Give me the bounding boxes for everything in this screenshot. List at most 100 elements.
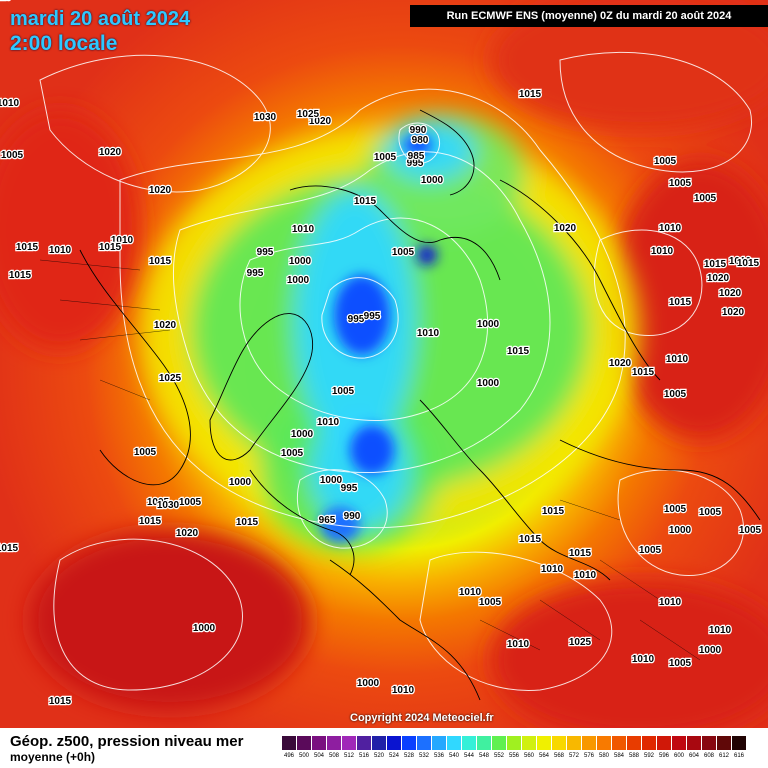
legend-swatch — [297, 736, 311, 750]
pressure-label: 1015 — [704, 259, 727, 270]
pressure-label: 1015 — [139, 516, 162, 527]
pressure-label: 1025 — [159, 373, 182, 384]
pressure-label: 995 — [364, 311, 381, 322]
low-core-5 — [417, 245, 437, 265]
footer: Géop. z500, pression niveau mer moyenne … — [0, 728, 768, 768]
pressure-label: 1020 — [609, 358, 632, 369]
legend-label: 568 — [553, 753, 564, 759]
legend-swatch — [732, 736, 746, 750]
low-core-1 — [334, 275, 390, 355]
isobar — [559, 51, 752, 173]
legend-label: 532 — [418, 753, 429, 759]
legend-label: 524 — [388, 753, 399, 759]
isobar — [617, 469, 745, 577]
pressure-label: 985 — [408, 151, 425, 162]
pressure-label: 980 — [412, 135, 429, 146]
legend-label: 608 — [703, 753, 714, 759]
pressure-label: 1010 — [392, 685, 415, 696]
pressure-label: 1000 — [320, 475, 343, 486]
legend-label: 556 — [508, 753, 519, 759]
legend-label: 592 — [643, 753, 654, 759]
pressure-label: 1020 — [154, 320, 177, 331]
pressure-label: 1010 — [0, 98, 20, 109]
isobar — [172, 151, 551, 473]
legend-label: 576 — [583, 753, 594, 759]
pressure-label: 1015 — [9, 270, 32, 281]
pressure-label: 995 — [341, 483, 358, 494]
pressure-label: 1015 — [519, 89, 542, 100]
legend-swatch — [612, 736, 626, 750]
pressure-label: 1010 — [541, 564, 564, 575]
pressure-label: 1020 — [176, 528, 199, 539]
footer-title: Géop. z500, pression niveau mer — [10, 733, 244, 750]
legend-label: 536 — [433, 753, 444, 759]
isobar — [119, 88, 626, 529]
legend-label: 588 — [628, 753, 639, 759]
legend-swatch — [642, 736, 656, 750]
legend-swatch — [702, 736, 716, 750]
pressure-label: 1000 — [421, 175, 444, 186]
legend-label: 580 — [598, 753, 609, 759]
legend-label: 552 — [493, 753, 504, 759]
pressure-label: 1005 — [694, 193, 717, 204]
pressure-label: 1010 — [659, 223, 682, 234]
isobar — [53, 538, 243, 691]
pressure-label: 1000 — [289, 256, 312, 267]
pressure-label: 1000 — [669, 525, 692, 536]
legend-swatch — [447, 736, 461, 750]
low-core-2 — [350, 425, 394, 475]
pressure-label: 1010 — [417, 328, 440, 339]
coastline — [209, 313, 314, 461]
legend-swatch — [387, 736, 401, 750]
legend-swatch — [582, 736, 596, 750]
pressure-label: 1005 — [699, 507, 722, 518]
legend-swatch — [672, 736, 686, 750]
legend-label: 596 — [658, 753, 669, 759]
low-core-3 — [320, 507, 360, 543]
pressure-label: 1005 — [664, 504, 687, 515]
legend-swatch — [567, 736, 581, 750]
isobar — [39, 54, 271, 193]
pressure-label: 1005 — [1, 150, 24, 161]
legend-label: 612 — [718, 753, 729, 759]
legend-swatch — [657, 736, 671, 750]
pressure-label: 1015 — [99, 242, 122, 253]
pressure-label: 1005 — [669, 178, 692, 189]
legend-swatch — [282, 736, 296, 750]
coastline — [559, 439, 761, 521]
coastline — [289, 185, 501, 281]
legend-swatch — [492, 736, 506, 750]
pressure-label: 1005 — [392, 247, 415, 258]
pressure-label: 1010 — [317, 417, 340, 428]
pressure-label: 1010 — [651, 246, 674, 257]
pressure-label: 1020 — [149, 185, 172, 196]
pressure-label: 1010 — [0, 0, 12, 3]
legend-swatch — [327, 736, 341, 750]
pressure-label: 1010 — [709, 625, 732, 636]
legend-swatch — [357, 736, 371, 750]
pressure-label: 1010 — [574, 570, 597, 581]
legend-swatch — [417, 736, 431, 750]
legend-label: 516 — [358, 753, 369, 759]
legend-swatch — [597, 736, 611, 750]
pressure-label: 1015 — [669, 297, 692, 308]
legend-label: 564 — [538, 753, 549, 759]
warm-area-north — [490, 0, 768, 130]
legend-swatch — [552, 736, 566, 750]
footer-subtitle: moyenne (+0h) — [10, 750, 96, 764]
coastline — [329, 559, 481, 701]
legend-label: 512 — [343, 753, 354, 759]
pressure-label: 1010 — [292, 224, 315, 235]
pressure-label: 1010 — [659, 597, 682, 608]
pressure-label: 1000 — [699, 645, 722, 656]
legend-swatch — [522, 736, 536, 750]
date-label: mardi 20 août 2024 — [10, 8, 191, 30]
legend-swatch — [687, 736, 701, 750]
pressure-label: 1005 — [147, 497, 170, 508]
run-info: Run ECMWF ENS (moyenne) 0Z du mardi 20 a… — [410, 5, 768, 27]
pressure-label: 1000 — [291, 429, 314, 440]
legend-swatch — [342, 736, 356, 750]
pressure-label: 1015 — [507, 346, 530, 357]
legend-label: 544 — [463, 753, 474, 759]
legend-swatch — [627, 736, 641, 750]
